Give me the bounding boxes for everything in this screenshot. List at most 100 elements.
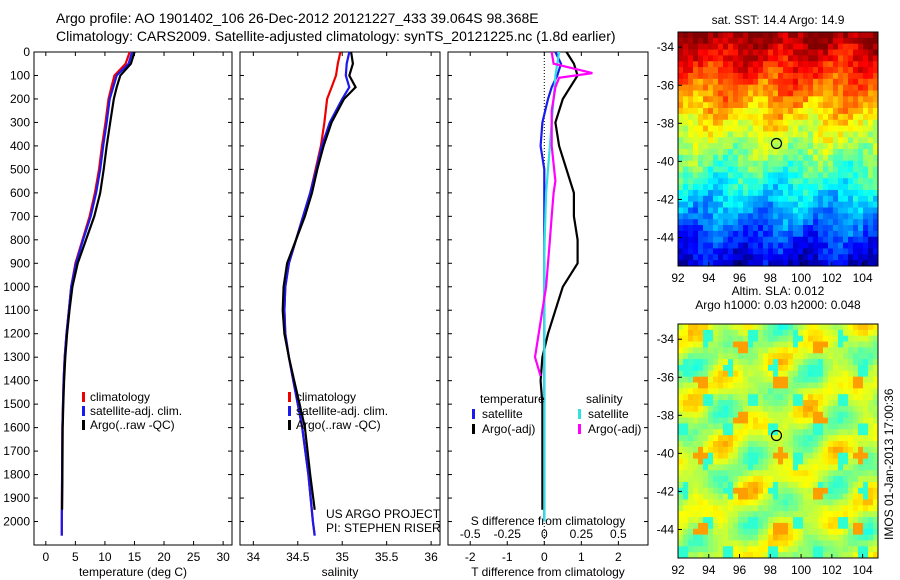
heatmap-cell <box>738 464 744 471</box>
heatmap-cell <box>743 481 749 489</box>
heatmap-cell <box>828 324 834 331</box>
heatmap-cell <box>678 154 684 162</box>
heatmap-cell <box>818 552 824 559</box>
heatmap-cell <box>733 78 739 86</box>
heatmap-cell <box>873 61 879 68</box>
heatmap-cell <box>843 335 849 342</box>
heatmap-cell <box>688 184 694 191</box>
heatmap-cell <box>708 201 714 208</box>
heatmap-cell <box>763 458 769 465</box>
heatmap-cell <box>798 364 804 372</box>
heatmap-cell <box>708 55 714 62</box>
heatmap-cell <box>838 376 844 383</box>
heatmap-cell <box>868 435 874 442</box>
heatmap-cell <box>803 435 809 442</box>
heatmap-cell <box>768 329 774 337</box>
heatmap-cell <box>758 522 764 530</box>
heatmap-cell <box>748 335 754 342</box>
heatmap-cell <box>703 359 709 366</box>
heatmap-cell <box>698 540 704 547</box>
heatmap-cell <box>793 90 799 97</box>
heatmap-cell <box>858 353 864 360</box>
heatmap-cell <box>778 353 784 360</box>
heatmap-cell <box>743 376 749 383</box>
heatmap-cell <box>773 324 779 331</box>
heatmap-cell <box>838 43 844 50</box>
heatmap-cell <box>788 242 794 249</box>
heatmap-cell <box>803 102 809 109</box>
heatmap-cell <box>728 236 734 243</box>
heatmap-cell <box>788 84 794 91</box>
heatmap-cell <box>683 225 689 232</box>
heatmap-cell <box>823 32 829 39</box>
heatmap-cell <box>738 184 744 191</box>
heatmap-cell <box>843 178 849 185</box>
heatmap-cell <box>853 125 859 132</box>
heatmap-cell <box>713 517 719 524</box>
heatmap-cell <box>778 166 784 173</box>
heatmap-cell <box>763 505 769 512</box>
heatmap-cell <box>698 464 704 471</box>
heatmap-cell <box>738 55 744 62</box>
heatmap-cell <box>788 353 794 360</box>
heatmap-cell <box>793 441 799 448</box>
heatmap-cell <box>718 172 724 179</box>
heatmap-cell <box>838 505 844 512</box>
heatmap-cell <box>683 260 689 267</box>
y-tick-label: 700 <box>10 209 30 223</box>
heatmap-cell <box>873 382 879 389</box>
heatmap-cell <box>728 329 734 337</box>
heatmap-cell <box>738 225 744 232</box>
heatmap-cell <box>723 417 729 424</box>
heatmap-cell <box>683 108 689 115</box>
heatmap-cell <box>688 376 694 383</box>
heatmap-cell <box>703 417 709 424</box>
heatmap-cell <box>838 423 844 430</box>
heatmap-cell <box>733 242 739 249</box>
heatmap-cell <box>733 376 739 383</box>
heatmap-cell <box>758 195 764 203</box>
heatmap-cell <box>693 178 699 185</box>
heatmap-cell <box>748 324 754 331</box>
heatmap-cell <box>698 149 704 156</box>
heatmap-cell <box>713 347 719 354</box>
heatmap-cell <box>798 353 804 360</box>
heatmap-cell <box>683 452 689 459</box>
heatmap-cell <box>813 522 819 530</box>
heatmap-cell <box>758 517 764 524</box>
heatmap-cell <box>818 394 824 401</box>
heatmap-cell <box>838 487 844 495</box>
heatmap-cell <box>698 341 704 348</box>
heatmap-cell <box>768 248 774 255</box>
heatmap-cell <box>763 364 769 372</box>
heatmap-cell <box>838 61 844 68</box>
heatmap-cell <box>868 441 874 448</box>
heatmap-cell <box>708 517 714 524</box>
heatmap-cell <box>813 329 819 337</box>
heatmap-cell <box>698 481 704 489</box>
heatmap-cell <box>838 464 844 471</box>
heatmap-cell <box>773 364 779 372</box>
heatmap-cell <box>838 382 844 389</box>
heatmap-cell <box>768 61 774 68</box>
heatmap-cell <box>788 552 794 559</box>
heatmap-cell <box>783 113 789 121</box>
sla-map-panel: 92 94 96 98 100 102 104-34-36-38-40-42-44Altim… <box>657 284 879 577</box>
heatmap-cell <box>748 329 754 337</box>
heatmap-cell <box>758 260 764 267</box>
heatmap-cell <box>733 72 739 80</box>
heatmap-cell <box>743 452 749 459</box>
heatmap-cell <box>683 219 689 226</box>
heatmap-cell <box>823 78 829 86</box>
heatmap-cell <box>688 260 694 267</box>
heatmap-cell <box>773 359 779 366</box>
heatmap-cell <box>823 388 829 395</box>
x-tick-label: 15 <box>128 550 142 564</box>
heatmap-cell <box>848 225 854 232</box>
heatmap-cell <box>768 37 774 45</box>
heatmap-cell <box>788 102 794 109</box>
heatmap-cell <box>853 213 859 220</box>
heatmap-cell <box>758 359 764 366</box>
heatmap-cell <box>838 511 844 518</box>
heatmap-cell <box>723 405 729 413</box>
